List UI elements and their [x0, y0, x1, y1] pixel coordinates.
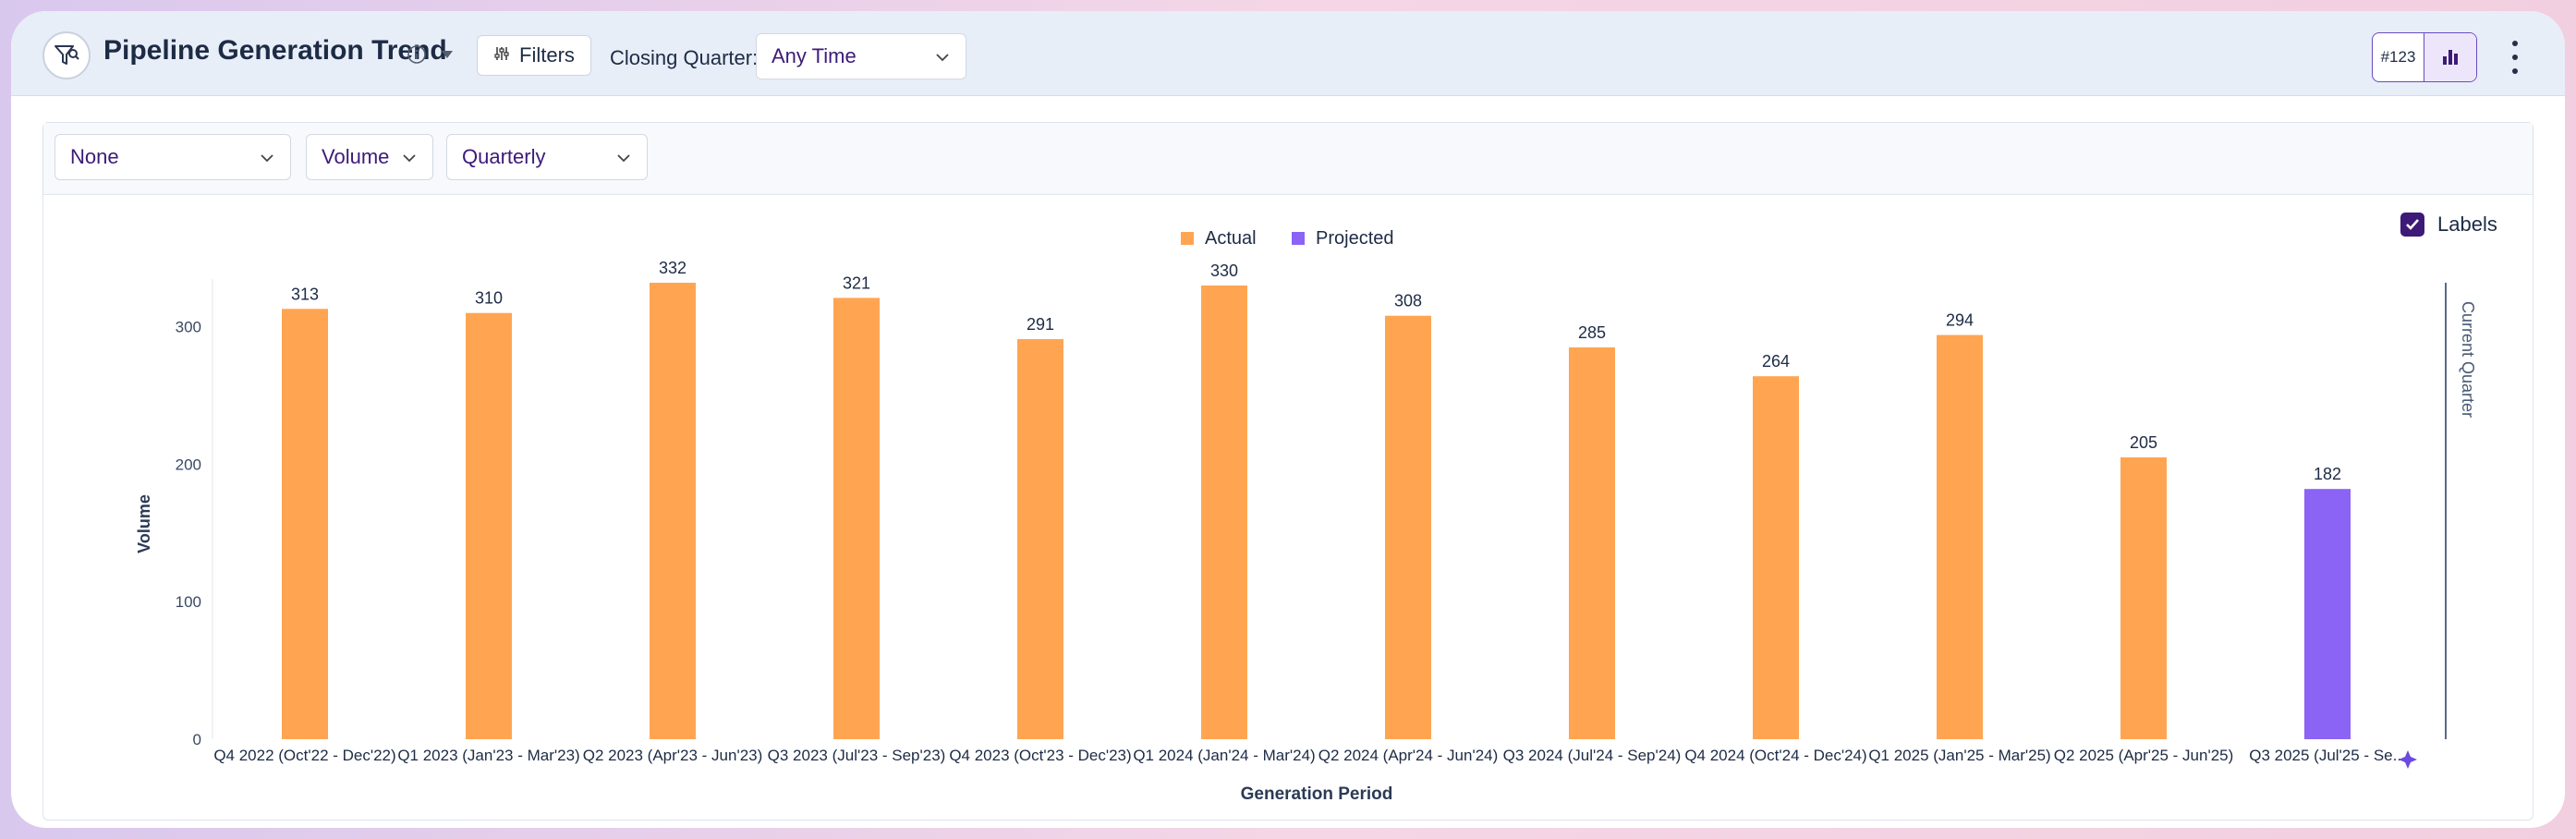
- closing-quarter-select[interactable]: Any Time: [756, 33, 966, 79]
- bar-data-label: 182: [2314, 465, 2341, 483]
- bar-actual[interactable]: [1569, 347, 1615, 739]
- period-value: Quarterly: [462, 145, 546, 168]
- labels-toggle[interactable]: Labels: [2400, 213, 2497, 237]
- closing-quarter-value: Any Time: [772, 44, 857, 67]
- id-badge-button[interactable]: #123: [2373, 33, 2424, 81]
- y-tick-label: 300: [176, 319, 201, 336]
- bar-actual[interactable]: [833, 298, 880, 739]
- legend-swatch-projected: [1292, 232, 1305, 245]
- bar-data-label: 313: [291, 285, 319, 303]
- bar-actual[interactable]: [282, 309, 328, 739]
- pipeline-funnel-logo-icon: [43, 31, 91, 79]
- x-tick-label: Q3 2024 (Jul'24 - Sep'24): [1503, 747, 1682, 764]
- x-tick-label: Q4 2022 (Oct'22 - Dec'22): [213, 747, 395, 764]
- bar-chart-icon: [2443, 50, 2458, 65]
- more-options-icon[interactable]: [2506, 41, 2524, 74]
- caret-down-icon[interactable]: [440, 48, 455, 65]
- x-tick-label: Q4 2024 (Oct'24 - Dec'24): [1684, 747, 1866, 764]
- filters-label: Filters: [519, 43, 575, 67]
- closing-quarter-label: Closing Quarter:: [610, 46, 759, 69]
- bar-data-label: 291: [1027, 315, 1054, 334]
- bar-actual[interactable]: [650, 283, 696, 739]
- y-tick-label: 200: [176, 456, 201, 473]
- x-tick-label: Q1 2025 (Jan'25 - Mar'25): [1868, 747, 2050, 764]
- group-by-select[interactable]: None: [55, 134, 291, 180]
- bar-actual[interactable]: [1385, 315, 1431, 739]
- legend-label-projected[interactable]: Projected: [1316, 228, 1394, 249]
- app-frame: Pipeline Generation Trend: [11, 11, 2565, 828]
- bar-data-label: 321: [843, 274, 870, 292]
- sparkle-icon: [2399, 750, 2417, 769]
- metric-value: Volume: [322, 145, 390, 168]
- labels-checkbox[interactable]: [2400, 213, 2424, 237]
- chart-panel: None Volume Quarterly: [43, 122, 2533, 821]
- bar-data-label: 294: [1946, 311, 1974, 330]
- info-icon[interactable]: [407, 44, 427, 69]
- page-title: Pipeline Generation Trend: [103, 35, 447, 66]
- bar-actual[interactable]: [1937, 334, 1983, 739]
- chevron-down-icon: [617, 154, 630, 163]
- filters-button[interactable]: Filters: [477, 35, 591, 76]
- sliders-icon: [493, 43, 510, 67]
- x-tick-label: Q3 2025 (Jul'25 - Se...: [2249, 747, 2406, 764]
- chevron-down-icon: [261, 154, 273, 163]
- bar-data-label: 310: [475, 289, 503, 308]
- bar-actual[interactable]: [1753, 376, 1799, 739]
- y-axis-title: Volume: [135, 494, 153, 553]
- metric-select[interactable]: Volume: [306, 134, 433, 180]
- bar-data-label: 330: [1210, 261, 1238, 280]
- header-bar: Pipeline Generation Trend: [11, 11, 2565, 96]
- x-tick-label: Q3 2023 (Jul'23 - Sep'23): [768, 747, 946, 764]
- chart-toolbar: None Volume Quarterly: [43, 123, 2533, 195]
- legend-label-actual[interactable]: Actual: [1205, 228, 1257, 249]
- bar-actual[interactable]: [466, 312, 512, 739]
- period-select[interactable]: Quarterly: [446, 134, 648, 180]
- group-by-value: None: [70, 145, 119, 168]
- x-tick-label: Q2 2024 (Apr'24 - Jun'24): [1318, 747, 1499, 764]
- legend-swatch-actual: [1181, 232, 1194, 245]
- y-tick-label: 100: [176, 593, 201, 611]
- x-tick-label: Q1 2024 (Jan'24 - Mar'24): [1133, 747, 1315, 764]
- bar-data-label: 308: [1394, 292, 1422, 310]
- bar-actual[interactable]: [1201, 285, 1247, 739]
- bar-projected[interactable]: [2304, 489, 2351, 739]
- bar-data-label: 332: [659, 259, 687, 277]
- bar-data-label: 205: [2130, 433, 2157, 452]
- labels-toggle-label: Labels: [2437, 213, 2497, 236]
- x-tick-label: Q2 2025 (Apr'25 - Jun'25): [2054, 747, 2234, 764]
- bar-data-label: 264: [1762, 352, 1790, 371]
- check-icon: [2406, 219, 2419, 230]
- chevron-down-icon: [936, 54, 949, 62]
- bar-chart: 0 100 200 300 Volume 313 Q4 2022 (Oct'22 - Dec…: [135, 228, 2477, 804]
- bar-data-label: 285: [1578, 323, 1606, 342]
- view-toggle-group: #123: [2372, 32, 2477, 82]
- bar-actual[interactable]: [1017, 339, 1063, 739]
- x-tick-label: Q4 2023 (Oct'23 - Dec'23): [949, 747, 1131, 764]
- y-tick-label: 0: [193, 731, 201, 748]
- chevron-down-icon: [403, 154, 416, 163]
- x-axis-title: Generation Period: [1241, 784, 1393, 804]
- x-tick-label: Q1 2023 (Jan'23 - Mar'23): [397, 747, 579, 764]
- current-quarter-annotation: Current Quarter: [2459, 301, 2477, 418]
- bar-chart-view-button[interactable]: [2424, 33, 2476, 81]
- x-tick-label: Q2 2023 (Apr'23 - Jun'23): [583, 747, 763, 764]
- bar-actual[interactable]: [2120, 456, 2167, 739]
